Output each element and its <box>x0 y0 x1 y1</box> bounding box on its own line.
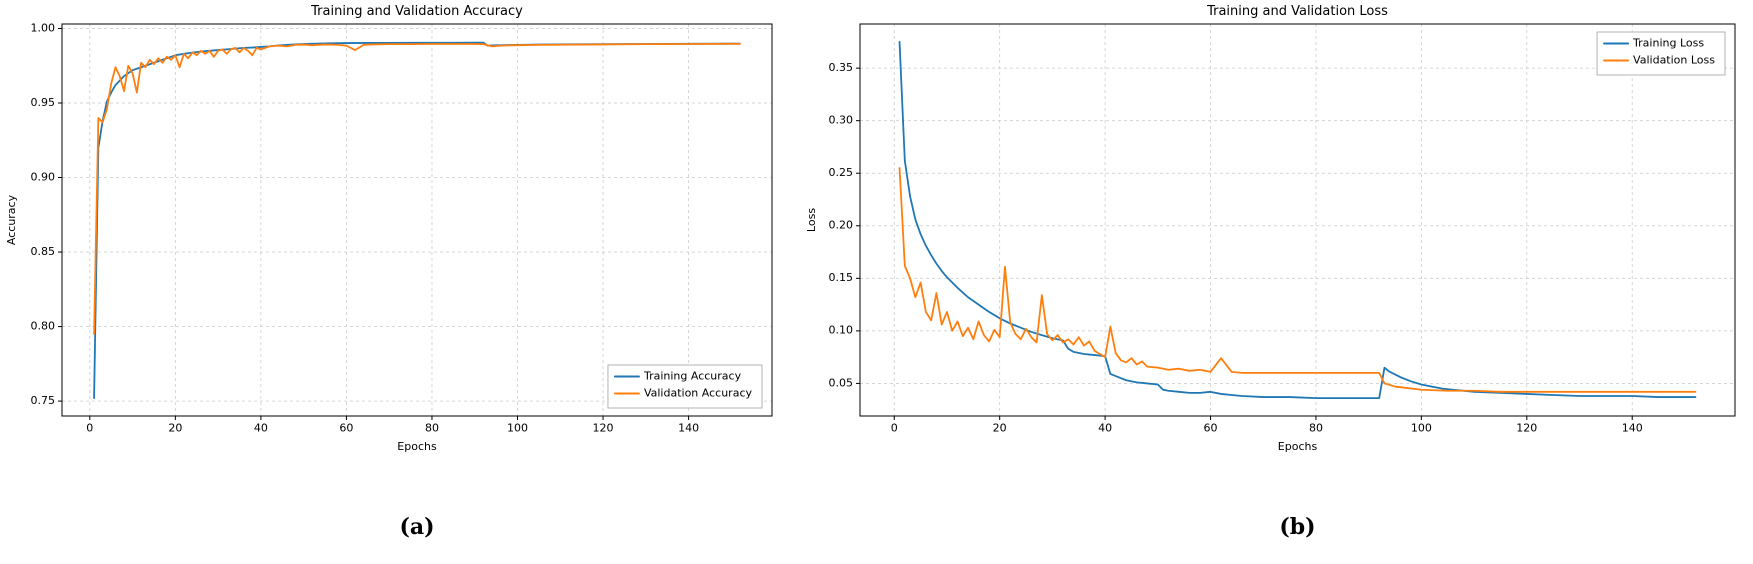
accuracy-chart <box>0 0 800 462</box>
loss-chart <box>800 0 1753 462</box>
caption-a: (a) <box>399 514 435 540</box>
loss-subfigure: (b) <box>800 0 1753 564</box>
accuracy-subfigure: (a) <box>0 0 800 564</box>
caption-b: (b) <box>1279 514 1316 540</box>
